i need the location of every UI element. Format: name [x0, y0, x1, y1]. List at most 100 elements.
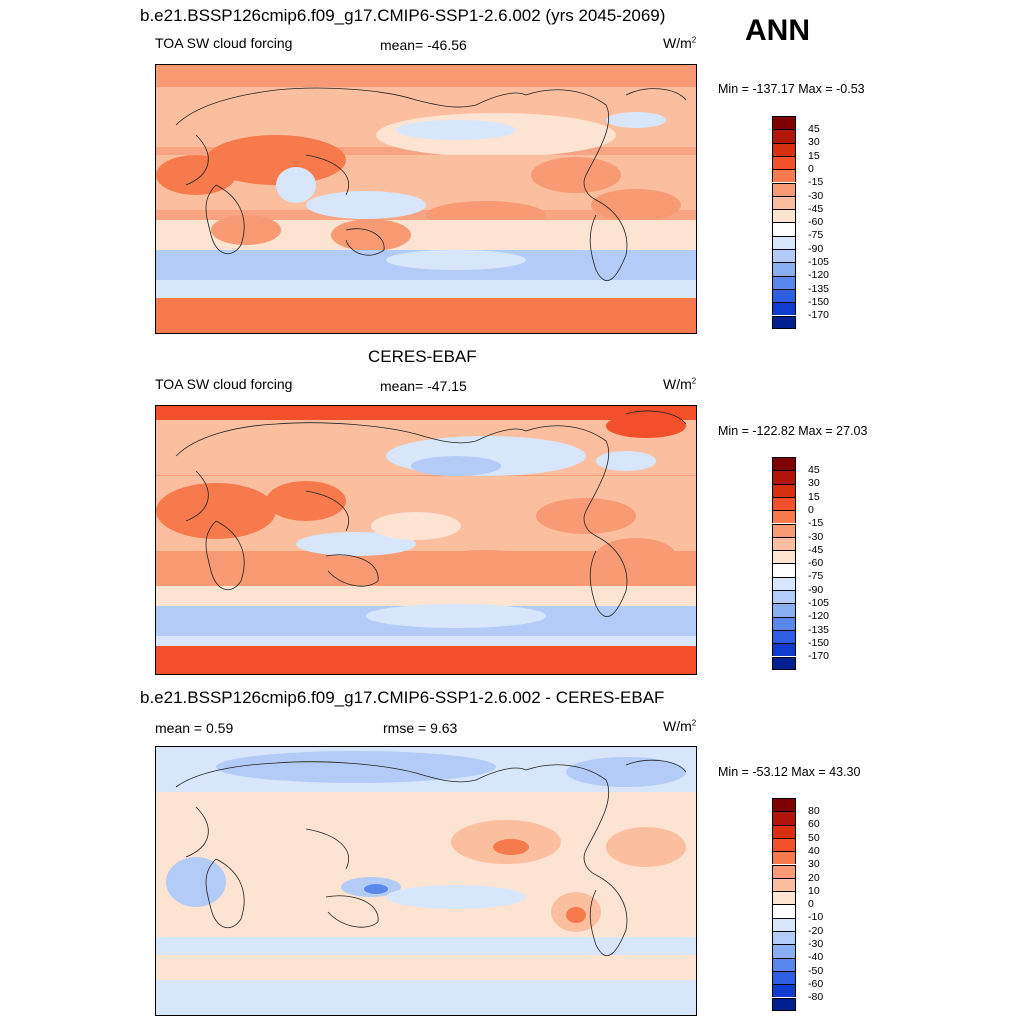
- panel2-colorbar-swatch: [772, 457, 796, 471]
- panel1-colorbar-label: 15: [808, 149, 820, 162]
- panel1-colorbar-label: 30: [808, 136, 820, 149]
- panel1-colorbar-label: -120: [808, 269, 830, 282]
- panel3-colorbar-label: -60: [808, 977, 824, 990]
- panel2-units: W/m2: [663, 376, 697, 392]
- panel2-colorbar-swatch: [772, 470, 796, 484]
- season-label: ANN: [745, 14, 810, 47]
- panel3-colorbar-swatch: [772, 811, 796, 825]
- panel2-colorbar-label: -150: [808, 636, 830, 649]
- panel3-colorbar-swatch: [772, 837, 796, 852]
- panel1-colorbar-label: -75: [808, 229, 824, 242]
- panel2-colorbar-label: 30: [808, 477, 820, 490]
- panel2-map: [155, 405, 697, 675]
- panel1-colorbar-swatch: [772, 182, 796, 196]
- panel2-colorbar-swatch: [772, 510, 796, 524]
- panel1-map-graphic: [156, 65, 696, 333]
- panel3-colorbar-label: 50: [808, 831, 820, 844]
- panel1-map: [155, 64, 697, 334]
- panel3-title: b.e21.BSSP126cmip6.f09_g17.CMIP6-SSP1-2.…: [140, 688, 665, 707]
- panel2-colorbar-label: 0: [808, 503, 814, 516]
- panel2-colorbar-swatch: [772, 523, 796, 537]
- panel2-colorbar-label: -60: [808, 557, 824, 570]
- panel3-colorbar-swatch: [772, 891, 796, 905]
- panel1-colorbar-swatch: [772, 275, 796, 289]
- panel1-colorbar-swatch: [772, 235, 796, 249]
- panel2-colorbar-label: -75: [808, 570, 824, 583]
- panel2-colorbar-label: 15: [808, 490, 820, 503]
- panel1-colorbar-swatch: [772, 315, 796, 329]
- panel2-colorbar-swatch: [772, 576, 796, 590]
- panel3-colorbar-swatch: [772, 904, 796, 918]
- panel3-colorbar-swatch: [772, 864, 796, 878]
- panel1-colorbar-swatch: [772, 169, 796, 183]
- panel2-colorbar-label: -90: [808, 583, 824, 596]
- panel2-variable-label: TOA SW cloud forcing: [155, 376, 293, 392]
- panel1-colorbar-swatch: [772, 195, 796, 210]
- panel3-map: [155, 746, 697, 1016]
- panel1-minmax: Min = -137.17 Max = -0.53: [718, 82, 865, 96]
- panel3-colorbar-label: 10: [808, 884, 820, 897]
- panel2-colorbar-label: -120: [808, 610, 830, 623]
- panel1-colorbar-swatch: [772, 116, 796, 130]
- panel3-colorbar-swatch: [772, 997, 796, 1011]
- panel1-mean-label: mean= -46.56: [380, 37, 467, 53]
- panel3-colorbar-label: 0: [808, 898, 814, 911]
- panel2-colorbar-label: -135: [808, 623, 830, 636]
- panel1-colorbar-label: -30: [808, 189, 824, 202]
- panel2-colorbar-swatch: [772, 616, 796, 630]
- panel1-variable-label: TOA SW cloud forcing: [155, 35, 293, 51]
- panel3-colorbar-label: -10: [808, 911, 824, 924]
- panel1-colorbar-swatch: [772, 288, 796, 303]
- panel2-colorbar-swatch: [772, 550, 796, 564]
- panel3-colorbar-swatch: [772, 970, 796, 985]
- panel1-colorbar-swatch: [772, 249, 796, 263]
- panel2-colorbar-label: -105: [808, 597, 830, 609]
- panel3-colorbar-swatch: [772, 944, 796, 958]
- panel3-map-graphic: [156, 747, 696, 1015]
- panel3-rmse-label: rmse = 9.63: [383, 720, 458, 736]
- panel1-colorbar-swatch: [772, 129, 796, 143]
- panel3-mean-label: mean = 0.59: [155, 720, 234, 736]
- panel3-colorbar-label: 30: [808, 858, 820, 871]
- panel2-colorbar-swatch: [772, 629, 796, 644]
- panel3-colorbar-swatch: [772, 851, 796, 865]
- panel3-colorbar-label: -80: [808, 991, 824, 1004]
- panel2-mean-label: mean= -47.15: [380, 378, 467, 394]
- panel3-colorbar-swatch: [772, 957, 796, 971]
- panel2-colorbar-swatch: [772, 656, 796, 670]
- panel3-colorbar-label: 20: [808, 871, 820, 884]
- panel2-colorbar-label: 45: [808, 464, 820, 476]
- panel1-units: W/m2: [663, 35, 697, 51]
- panel2-colorbar-swatch: [772, 496, 796, 511]
- panel2-colorbar-swatch: [772, 643, 796, 657]
- panel3-colorbar-swatch: [772, 877, 796, 892]
- panel3-colorbar-swatch: [772, 984, 796, 998]
- panel3-colorbar-label: 60: [808, 818, 820, 831]
- panel2-colorbar-label: -30: [808, 530, 824, 543]
- panel1-colorbar-label: -135: [808, 282, 830, 295]
- panel1-colorbar-label: 45: [808, 123, 820, 135]
- panel2-colorbar-label: -170: [808, 650, 830, 663]
- panel1-colorbar-swatch: [772, 222, 796, 236]
- panel1-colorbar-label: -15: [808, 176, 824, 189]
- panel2-colorbar-swatch: [772, 563, 796, 577]
- panel3-units: W/m2: [663, 718, 697, 734]
- panel3-colorbar-swatch: [772, 917, 796, 931]
- panel1-colorbar-label: 0: [808, 162, 814, 175]
- panel1-colorbar-swatch: [772, 262, 796, 276]
- panel3-colorbar-label: 40: [808, 844, 820, 857]
- panel2-map-graphic: [156, 406, 696, 674]
- panel2-title: CERES-EBAF: [368, 347, 477, 366]
- panel1-colorbar-label: -45: [808, 202, 824, 215]
- panel2-minmax: Min = -122.82 Max = 27.03: [718, 424, 868, 438]
- panel2-colorbar-label: -45: [808, 543, 824, 556]
- panel1-colorbar-swatch: [772, 209, 796, 223]
- panel3-colorbar-label: -30: [808, 938, 824, 950]
- panel2-colorbar-label: -15: [808, 517, 824, 530]
- panel3-colorbar-label: 80: [808, 805, 820, 817]
- panel2-colorbar-swatch: [772, 603, 796, 617]
- panel3-colorbar-swatch: [772, 798, 796, 812]
- panel3-minmax: Min = -53.12 Max = 43.30: [718, 765, 861, 779]
- panel1-colorbar-label: -170: [808, 309, 830, 322]
- panel1-colorbar-label: -150: [808, 295, 830, 308]
